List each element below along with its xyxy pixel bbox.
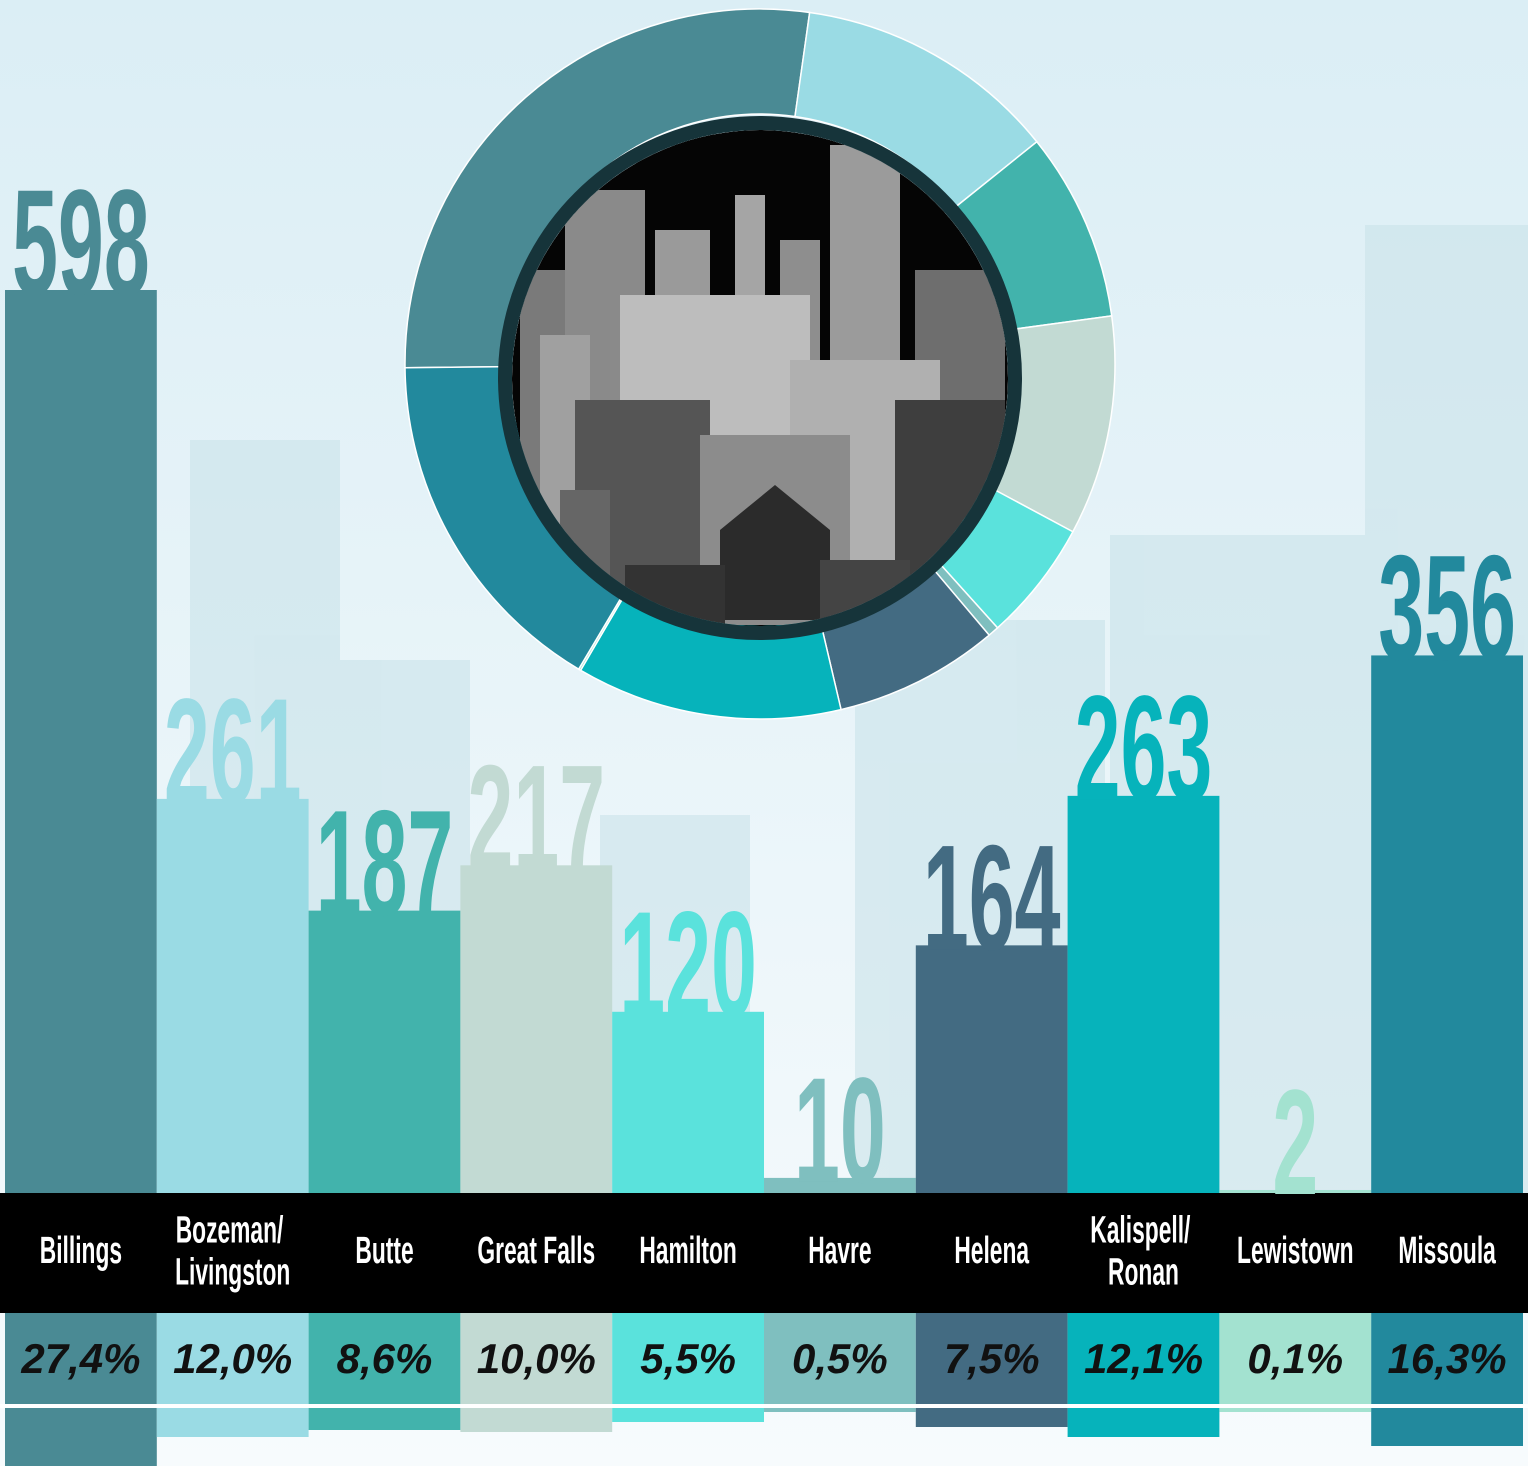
- category-label: Helena: [954, 1229, 1029, 1271]
- bar: [308, 910, 461, 1193]
- percent-cell: [1219, 1313, 1372, 1412]
- value-label: 263: [1075, 664, 1213, 833]
- percent-label: 7,5%: [944, 1335, 1040, 1382]
- category-label-line: Bozeman/: [176, 1209, 290, 1251]
- category-label: Missoula: [1398, 1229, 1496, 1271]
- category-label: Havre: [808, 1229, 871, 1271]
- percent-label: 27,4%: [20, 1335, 140, 1382]
- percent-label: 12,0%: [173, 1335, 292, 1382]
- category-label: Great Falls: [477, 1229, 595, 1271]
- value-label: 164: [923, 813, 1061, 982]
- value-label: 187: [316, 778, 454, 947]
- value-label: 10: [794, 1046, 886, 1215]
- percent-label: 12,1%: [1084, 1335, 1203, 1382]
- bars: 598 Billings 261 Bozeman/ Livingston 187 Butt…: [5, 158, 1523, 1294]
- value-label: 261: [164, 667, 302, 836]
- category-label: Hamilton: [639, 1229, 737, 1271]
- percent-cell: [308, 1313, 461, 1430]
- value-label: 217: [467, 733, 605, 902]
- category-label: Kalispell/ Ronan: [1090, 1209, 1196, 1293]
- label-band: [0, 1193, 1528, 1313]
- value-label: 120: [619, 879, 757, 1048]
- donut-inner-ring: [498, 116, 1022, 640]
- bar: [1371, 655, 1523, 1193]
- category-label-line: Ronan: [1108, 1251, 1179, 1293]
- percent-cell: [764, 1313, 916, 1412]
- bar: [5, 290, 157, 1193]
- category-label: Lewistown: [1237, 1229, 1354, 1271]
- percent-cell: [460, 1313, 613, 1432]
- bar: [1067, 795, 1220, 1193]
- percent-cell: [1067, 1313, 1220, 1437]
- category-label-line: Livingston: [175, 1251, 290, 1293]
- value-label: 598: [12, 158, 150, 327]
- bar: [1219, 1189, 1372, 1193]
- percent-label: 16,3%: [1388, 1335, 1507, 1382]
- bar: [612, 1011, 764, 1193]
- percent-label: 10,0%: [477, 1335, 596, 1382]
- percent-cell: [1371, 1313, 1523, 1446]
- bar: [460, 865, 613, 1193]
- category-label-line: Kalispell/: [1090, 1209, 1196, 1251]
- donut: [404, 8, 1116, 720]
- bar: [156, 798, 309, 1193]
- value-label: 356: [1378, 523, 1516, 692]
- bar: [764, 1177, 916, 1193]
- category-label: Billings: [40, 1229, 122, 1271]
- category-label: Butte: [355, 1229, 413, 1271]
- percent-label: 0,5%: [792, 1335, 888, 1382]
- percent-label: 8,6%: [337, 1335, 433, 1382]
- category-label: Bozeman/ Livingston: [175, 1209, 290, 1293]
- bar: [915, 945, 1068, 1193]
- value-label: 2: [1272, 1058, 1318, 1227]
- percent-cell: [612, 1313, 764, 1422]
- divider: [0, 1404, 1528, 1408]
- percent-cell: [5, 1313, 157, 1466]
- city-illustration: [512, 130, 1008, 626]
- percent-label: 5,5%: [640, 1335, 736, 1382]
- percent-label: 0,1%: [1247, 1335, 1343, 1382]
- percent-cell: [156, 1313, 309, 1437]
